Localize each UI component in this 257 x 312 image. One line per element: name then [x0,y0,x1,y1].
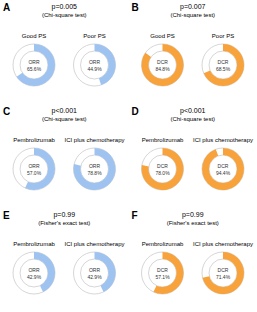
category-label: ICI plus chemotherapy [64,241,124,247]
donut: ORR65.6% [13,44,55,86]
panel: Ep=0.99(Fisher's exact test) Pembrolizuma… [3,210,125,294]
donut-background [202,44,244,86]
donut-background [13,252,55,294]
panel-label: D [132,106,139,117]
category-label: Good PS [22,33,46,39]
category-label: ICI plus chemotherapy [193,137,253,143]
donut-background [74,252,116,294]
donut: DCR68.5% [202,44,244,86]
category-label: Pembrolizumab [13,241,55,247]
metric-label: DCR [157,163,168,169]
panel: Dp<0.001(Chi-square test) Pembrolizumab DC… [132,106,254,190]
subtitle: (Chi-square test) [42,12,87,18]
data-label: 78.8% [87,170,102,176]
donut-background [202,252,244,294]
donut: ORR78.8% [74,148,116,190]
panel: Bp=0.007(Chi-square test)Good PSDCR84.8%… [132,2,245,86]
donut: ORR42.9% [74,252,116,294]
metric-label: ORR [89,59,101,65]
panel-label: A [3,2,10,13]
donut: DCR71.4% [202,252,244,294]
title: p=0.99 [53,211,75,219]
donut: DCR84.8% [142,44,184,86]
donut-slice [142,148,184,190]
metric-label: ORR [89,163,101,169]
donut-background [202,148,244,190]
title: p<0.001 [52,107,78,115]
panel: Fp=0.99(Fisher's exact test) Pembrolizuma… [132,210,254,294]
data-label: 57.1% [155,274,170,280]
metric-label: DCR [157,267,168,273]
panel-label: F [132,210,138,221]
donut-background [142,148,184,190]
subtitle: (Fisher's exact test) [167,220,219,226]
title: p<0.001 [180,107,206,115]
donut-background [74,148,116,190]
donut: ORR57.0% [13,148,55,190]
category-label: Poor PS [83,33,105,39]
data-label: 44.9% [87,66,102,72]
subtitle: (Chi-square test) [42,116,87,122]
data-label: 78.0% [155,170,170,176]
donut-slice [142,44,184,86]
donut-slice [202,148,244,190]
donut-slice [203,252,244,294]
donut: ORR44.9% [74,44,116,86]
figure: Ap=0.005(Chi-square test)Good PSORR65.6%… [0,0,257,312]
donut: DCR94.4% [202,148,244,190]
metric-label: ORR [28,59,40,65]
metric-label: DCR [218,59,229,65]
data-label: 71.4% [216,274,231,280]
category-label: ICI plus chemotherapy [193,241,253,247]
subtitle: (Chi-square test) [170,116,215,122]
donut-slice [74,148,116,190]
panel-label: C [3,106,10,117]
panel: Cp<0.001(Chi-square test) Pembrolizumab OR… [3,106,125,190]
panel-label: E [3,210,10,221]
donut-background [142,252,184,294]
metric-label: DCR [218,267,229,273]
category-label: Pembrolizumab [142,241,184,247]
data-label: 84.8% [155,66,170,72]
title: p=0.007 [180,3,206,11]
donut-slice [153,252,183,294]
category-label: Poor PS [212,33,234,39]
donut-background [13,44,55,86]
data-label: 42.9% [87,274,102,280]
subtitle: (Fisher's exact test) [38,220,90,226]
panel-label: B [132,2,139,13]
panel: Ap=0.005(Chi-square test)Good PSORR65.6%… [3,2,116,86]
category-label: Pembrolizumab [13,137,55,143]
donut-slice [204,44,244,86]
donut: DCR78.0% [142,148,184,190]
metric-label: DCR [218,163,229,169]
data-label: 42.9% [27,274,42,280]
title: p=0.99 [182,211,204,219]
title: p=0.005 [52,3,78,11]
subtitle: (Chi-square test) [170,12,215,18]
category-label: Good PS [150,33,174,39]
donut-slice [25,148,55,190]
metric-label: ORR [28,267,40,273]
category-label: ICI plus chemotherapy [64,137,124,143]
metric-label: ORR [28,163,40,169]
metric-label: DCR [157,59,168,65]
category-label: Pembrolizumab [142,137,184,143]
data-label: 57.0% [27,170,42,176]
donut: DCR57.1% [142,252,184,294]
data-label: 65.6% [27,66,42,72]
data-label: 68.5% [216,66,231,72]
data-label: 94.4% [216,170,231,176]
donut-background [142,44,184,86]
donut-background [74,44,116,86]
donut: ORR42.9% [13,252,55,294]
donut-background [13,148,55,190]
metric-label: ORR [89,267,101,273]
donut-slice [17,44,55,86]
